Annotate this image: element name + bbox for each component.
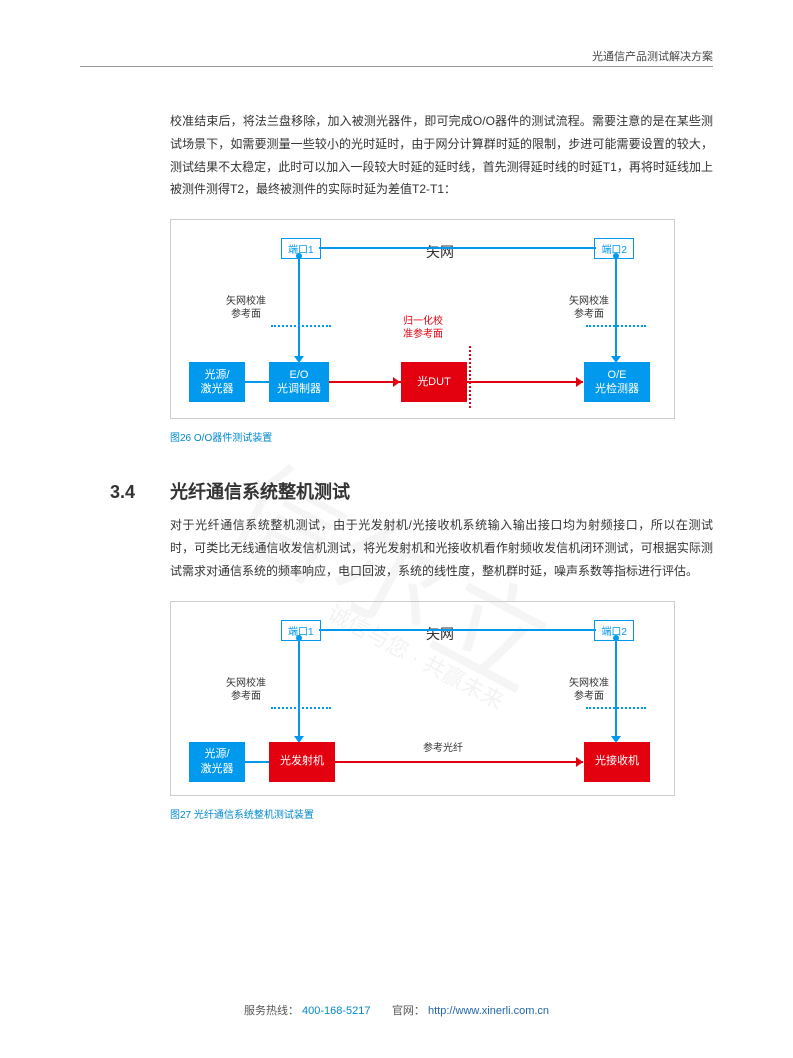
hotline-label: 服务热线： — [244, 1005, 299, 1017]
tx-box: 光发射机 — [269, 742, 335, 782]
vna-label: 矢网 — [426, 242, 454, 262]
eo-box: E/O光调制器 — [269, 362, 329, 402]
cal-dash-left-27 — [271, 707, 331, 709]
v-line-left-27 — [298, 640, 300, 740]
arrow-tx-rx — [576, 757, 583, 767]
v-line-right-27 — [615, 640, 617, 740]
cal-right-27: 矢网校准参考面 — [569, 677, 609, 703]
hotline-number: 400-168-5217 — [302, 1005, 371, 1017]
arrow-dut-oe — [576, 377, 583, 387]
figure-26-caption: 图26 O/O器件测试装置 — [170, 429, 713, 444]
line-tx-rx — [335, 761, 583, 763]
rx-box: 光接收机 — [584, 742, 650, 782]
page-header: 光通信产品测试解决方案 — [592, 48, 713, 64]
line-dut-oe — [467, 381, 583, 383]
section-number: 3.4 — [90, 482, 170, 503]
figure-27-caption: 图27 光纤通信系统整机测试装置 — [170, 806, 713, 821]
top-line-27 — [319, 629, 596, 631]
intro-paragraph: 校准结束后，将法兰盘移除，加入被测光器件，即可完成O/O器件的测试流程。需要注意… — [170, 110, 713, 201]
cal-dash-right-27 — [586, 707, 646, 709]
line-src-tx — [245, 761, 269, 763]
line-eo-dut — [329, 381, 401, 383]
source-box-27: 光源/激光器 — [189, 742, 245, 782]
site-url[interactable]: http://www.xinerli.com.cn — [428, 1005, 549, 1017]
site-label: 官网： — [392, 1005, 425, 1017]
ref-fiber-label: 参考光纤 — [423, 742, 463, 755]
line-src-eo — [245, 381, 269, 383]
figure-26: 端口1 端口2 矢网 矢网校准参考面 矢网校准参考面 归一化校准参考面 光源/激… — [170, 219, 675, 419]
cal-dash-right — [586, 325, 646, 327]
oe-box: O/E光检测器 — [584, 362, 650, 402]
header-rule — [80, 66, 713, 67]
page-footer: 服务热线： 400-168-5217 官网： http://www.xinerl… — [0, 1002, 793, 1018]
figure-27: 端口1 端口2 矢网 矢网校准参考面 矢网校准参考面 参考光纤 光源/激光器 光… — [170, 601, 675, 796]
section-body: 对于光纤通信系统整机测试，由于光发射机/光接收机系统输入输出接口均为射频接口，所… — [170, 514, 713, 582]
section-title: 光纤通信系统整机测试 — [170, 478, 350, 504]
arrow-eo-dut — [393, 377, 400, 387]
cal-right: 矢网校准参考面 — [569, 295, 609, 321]
section-heading: 3.4 光纤通信系统整机测试 — [90, 478, 713, 504]
norm-cal: 归一化校准参考面 — [403, 315, 443, 341]
cal-left: 矢网校准参考面 — [226, 295, 266, 321]
top-line — [319, 247, 596, 249]
v-line-left — [298, 258, 300, 360]
vna-label-27: 矢网 — [426, 624, 454, 644]
cal-left-27: 矢网校准参考面 — [226, 677, 266, 703]
v-line-right — [615, 258, 617, 360]
cal-dash-left — [271, 325, 331, 327]
norm-dash — [469, 346, 471, 408]
dut-box: 光DUT — [401, 362, 467, 402]
source-box: 光源/激光器 — [189, 362, 245, 402]
